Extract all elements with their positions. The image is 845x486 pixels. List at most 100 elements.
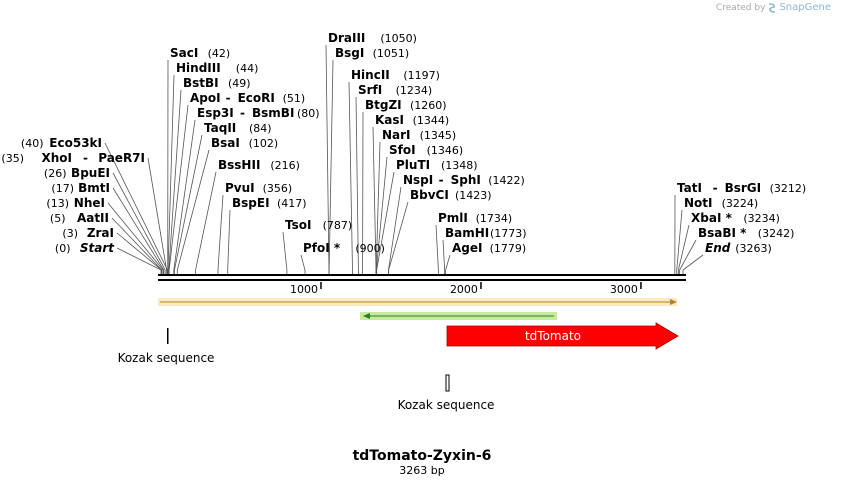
site-connector <box>168 104 189 274</box>
site-connector <box>388 186 402 274</box>
site-position: (900) <box>355 242 385 255</box>
kozak-marker-1 <box>167 328 169 344</box>
site-position: (35) <box>1 152 24 165</box>
site-label: ZraI <box>87 226 114 240</box>
site-label: SfoI <box>389 143 416 157</box>
site-position: (1050) <box>380 32 417 45</box>
sequence-backbone <box>158 274 686 281</box>
site-position: (3234) <box>743 212 780 225</box>
site-label: AgeI <box>452 241 482 255</box>
ruler-ticks: 1000 2000 3000 <box>290 282 642 296</box>
backbone-bottom-strand <box>158 279 686 281</box>
site-connector <box>147 157 167 274</box>
site-position: (17) <box>51 182 74 195</box>
site-connector <box>173 119 196 274</box>
site-position: (1734) <box>476 212 513 225</box>
site-label: BstBI <box>183 76 219 90</box>
site-label: SacI <box>170 46 198 60</box>
site-connector <box>348 81 353 274</box>
site-connector <box>676 209 683 274</box>
site-label: SrfI <box>358 83 382 97</box>
site-connector <box>116 247 162 274</box>
site-label-dash: - <box>713 181 718 195</box>
site-label: BsrGI <box>725 181 762 195</box>
site-label: BtgZI <box>365 98 402 112</box>
site-connector <box>355 96 359 274</box>
site-connector <box>300 254 306 274</box>
site-connector <box>445 254 451 274</box>
site-label: BspEI <box>232 196 270 210</box>
site-label: BamHI <box>445 226 489 240</box>
site-position: (1260) <box>410 99 447 112</box>
site-label-dash: - <box>240 106 245 120</box>
site-label: XhoI <box>41 151 72 165</box>
site-connector <box>112 187 165 274</box>
ruler-tick-label: 2000 <box>450 283 478 296</box>
site-position: (1234) <box>396 84 433 97</box>
site-connector <box>679 239 697 274</box>
feature-backbone-orange <box>158 298 677 306</box>
site-position: (0) <box>55 242 71 255</box>
site-label: ApoI <box>190 91 221 105</box>
tdtomato-arrow <box>446 322 679 350</box>
plasmid-length: 3263 bp <box>399 464 444 477</box>
site-label: KasI <box>375 113 404 127</box>
site-connector <box>107 202 164 274</box>
site-label: BmtI <box>78 181 110 195</box>
site-label-dash: - <box>83 151 88 165</box>
plasmid-title: tdTomato-Zyxin-6 <box>353 448 492 464</box>
site-position: (26) <box>44 167 67 180</box>
site-connector <box>325 44 330 274</box>
site-position: (84) <box>249 122 272 135</box>
site-label: TaqII <box>204 121 236 135</box>
watermark-brand: SnapGene <box>779 2 831 13</box>
site-connector-lines <box>104 44 704 274</box>
site-label-dash: - <box>439 173 444 187</box>
site-label: DraIII <box>328 31 365 45</box>
site-connector <box>227 209 231 274</box>
site-position: (3) <box>62 227 78 240</box>
site-connector <box>388 201 409 274</box>
site-label: AatII <box>77 211 109 225</box>
site-position: (3263) <box>735 242 772 255</box>
site-label: End <box>705 241 731 255</box>
site-label: NheI <box>74 196 105 210</box>
feature-tdtomato: tdTomato <box>446 322 679 350</box>
site-label: PluTI <box>396 158 430 172</box>
site-label: Esp3I <box>197 106 234 120</box>
kozak-label-2: Kozak sequence <box>398 398 495 412</box>
site-label: Start <box>80 241 115 255</box>
site-position: (1346) <box>427 144 464 157</box>
kozak-label-1: Kozak sequence <box>118 351 215 365</box>
site-position: (40) <box>21 137 44 150</box>
site-connector <box>195 171 217 274</box>
watermark-prefix: Created by <box>715 2 766 13</box>
site-connector <box>376 171 395 274</box>
site-label: TatI <box>677 181 702 195</box>
site-position: (1422) <box>488 174 525 187</box>
site-labels: Start (0) ZraI (3) AatII (5) NheI (13) BmtI (17) B… <box>1 31 806 255</box>
site-label-dash: - <box>226 91 231 105</box>
site-label: BbvCI <box>410 188 449 202</box>
site-position: (102) <box>249 137 279 150</box>
site-position: (787) <box>323 219 353 232</box>
site-position: (1344) <box>413 114 450 127</box>
ruler-tick-label: 3000 <box>610 283 638 296</box>
snapgene-watermark: Created by SnapGene <box>716 2 831 13</box>
site-position: (44) <box>236 62 259 75</box>
site-position: (13) <box>46 197 69 210</box>
site-position: (417) <box>277 197 307 210</box>
site-label: XbaI * <box>691 211 733 225</box>
site-connector <box>176 149 210 274</box>
site-connector <box>442 239 446 274</box>
site-connector <box>328 59 334 274</box>
feature-green <box>360 312 557 320</box>
site-position: (1345) <box>420 129 457 142</box>
site-label: PaeR7I <box>98 151 145 165</box>
feature-kozak-2: Kozak sequence <box>398 374 495 412</box>
site-connector <box>111 217 163 274</box>
site-position: (1051) <box>373 47 410 60</box>
site-connector <box>116 232 162 274</box>
site-connector <box>677 224 690 274</box>
site-position: (5) <box>50 212 66 225</box>
